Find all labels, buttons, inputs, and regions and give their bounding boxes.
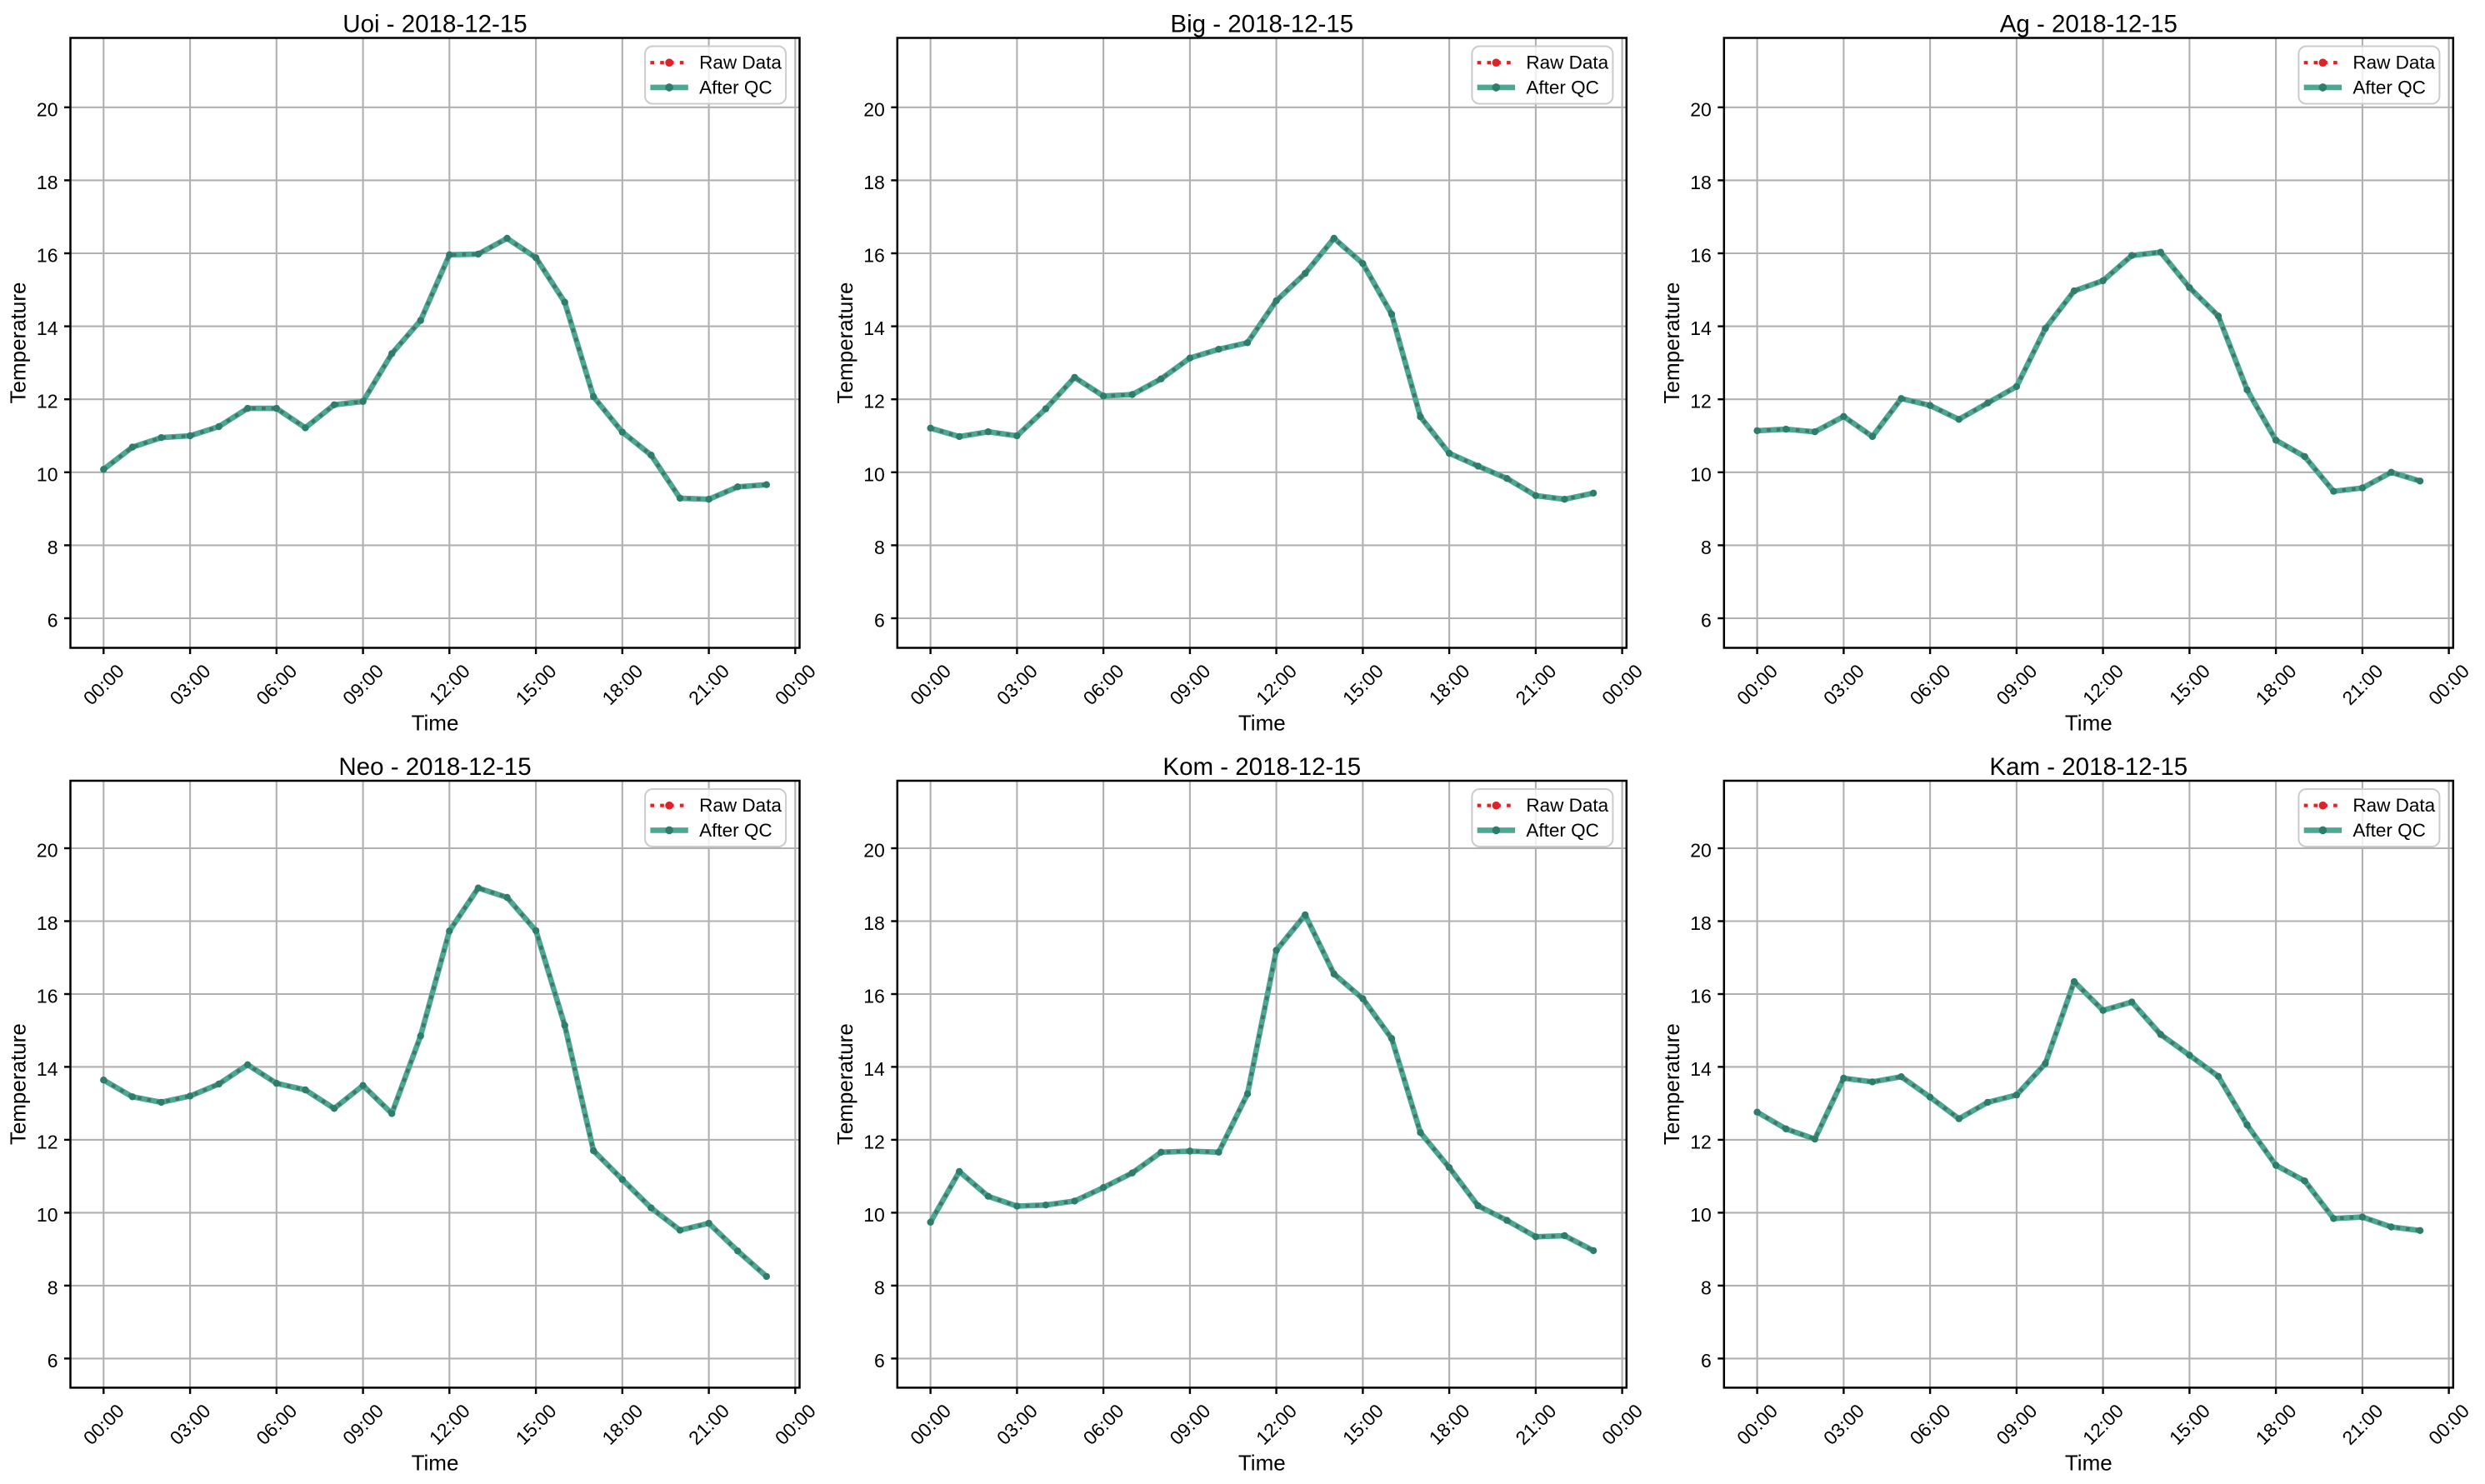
svg-text:14: 14 <box>37 317 58 339</box>
svg-text:After QC: After QC <box>699 77 772 97</box>
svg-text:Neo - 2018-12-15: Neo - 2018-12-15 <box>338 753 531 781</box>
svg-text:10: 10 <box>37 1204 58 1226</box>
svg-text:14: 14 <box>37 1058 58 1080</box>
svg-text:Uoi - 2018-12-15: Uoi - 2018-12-15 <box>342 11 527 38</box>
svg-text:Ag - 2018-12-15: Ag - 2018-12-15 <box>2000 11 2178 38</box>
svg-text:16: 16 <box>863 986 885 1007</box>
svg-text:Kom - 2018-12-15: Kom - 2018-12-15 <box>1162 753 1361 781</box>
svg-text:Temperature: Temperature <box>832 282 858 404</box>
svg-text:20: 20 <box>863 98 885 120</box>
svg-text:Time: Time <box>412 711 459 736</box>
svg-text:Time: Time <box>1238 711 1286 736</box>
svg-text:16: 16 <box>37 986 58 1007</box>
svg-text:8: 8 <box>48 1277 58 1298</box>
svg-text:12: 12 <box>37 391 58 412</box>
svg-text:16: 16 <box>1690 986 1712 1007</box>
svg-text:Time: Time <box>2065 711 2112 736</box>
svg-text:Temperature: Temperature <box>832 1023 858 1145</box>
svg-text:10: 10 <box>863 1204 885 1226</box>
svg-text:6: 6 <box>48 610 58 632</box>
svg-text:8: 8 <box>874 537 885 558</box>
svg-text:Time: Time <box>2065 1450 2112 1475</box>
svg-text:18: 18 <box>37 172 58 193</box>
svg-text:6: 6 <box>874 1350 885 1372</box>
svg-text:10: 10 <box>1690 1204 1712 1226</box>
svg-text:8: 8 <box>48 537 58 558</box>
svg-text:After QC: After QC <box>699 820 772 841</box>
svg-text:20: 20 <box>37 98 58 120</box>
svg-text:Raw Data: Raw Data <box>1526 52 1608 73</box>
svg-text:Temperature: Temperature <box>6 1023 31 1145</box>
svg-text:20: 20 <box>37 840 58 862</box>
svg-text:Time: Time <box>412 1450 459 1475</box>
svg-text:12: 12 <box>1690 391 1712 412</box>
svg-text:10: 10 <box>863 463 885 485</box>
svg-text:20: 20 <box>863 840 885 862</box>
svg-text:8: 8 <box>874 1277 885 1298</box>
svg-text:12: 12 <box>37 1131 58 1152</box>
svg-text:Raw Data: Raw Data <box>699 795 782 816</box>
svg-text:10: 10 <box>1690 463 1712 485</box>
svg-text:6: 6 <box>1701 610 1712 632</box>
svg-text:Raw Data: Raw Data <box>699 52 782 73</box>
svg-text:After QC: After QC <box>2352 77 2426 97</box>
svg-text:Temperature: Temperature <box>1659 282 1684 404</box>
svg-text:14: 14 <box>863 1058 885 1080</box>
svg-text:After QC: After QC <box>1526 820 1599 841</box>
svg-text:18: 18 <box>1690 912 1712 934</box>
svg-text:After QC: After QC <box>2352 820 2426 841</box>
svg-text:After QC: After QC <box>1526 77 1599 97</box>
svg-text:6: 6 <box>1701 1350 1712 1372</box>
svg-text:Big - 2018-12-15: Big - 2018-12-15 <box>1170 11 1353 38</box>
svg-text:Raw Data: Raw Data <box>1526 795 1608 816</box>
svg-text:14: 14 <box>1690 317 1712 339</box>
svg-text:Raw Data: Raw Data <box>2352 795 2435 816</box>
svg-text:14: 14 <box>863 317 885 339</box>
svg-text:Raw Data: Raw Data <box>2352 52 2435 73</box>
svg-text:16: 16 <box>1690 245 1712 267</box>
svg-text:14: 14 <box>1690 1058 1712 1080</box>
svg-text:Temperature: Temperature <box>1659 1023 1684 1145</box>
svg-text:18: 18 <box>863 172 885 193</box>
svg-text:16: 16 <box>863 245 885 267</box>
svg-text:18: 18 <box>1690 172 1712 193</box>
svg-text:8: 8 <box>1701 1277 1712 1298</box>
svg-text:12: 12 <box>1690 1131 1712 1152</box>
svg-text:Temperature: Temperature <box>6 282 31 404</box>
svg-text:20: 20 <box>1690 98 1712 120</box>
svg-text:6: 6 <box>48 1350 58 1372</box>
svg-text:18: 18 <box>37 912 58 934</box>
svg-text:Kam - 2018-12-15: Kam - 2018-12-15 <box>1989 753 2188 781</box>
svg-text:6: 6 <box>874 610 885 632</box>
svg-text:12: 12 <box>863 391 885 412</box>
svg-text:12: 12 <box>863 1131 885 1152</box>
svg-text:Time: Time <box>1238 1450 1286 1475</box>
svg-text:8: 8 <box>1701 537 1712 558</box>
svg-text:20: 20 <box>1690 840 1712 862</box>
svg-text:16: 16 <box>37 245 58 267</box>
svg-text:18: 18 <box>863 912 885 934</box>
svg-text:10: 10 <box>37 463 58 485</box>
